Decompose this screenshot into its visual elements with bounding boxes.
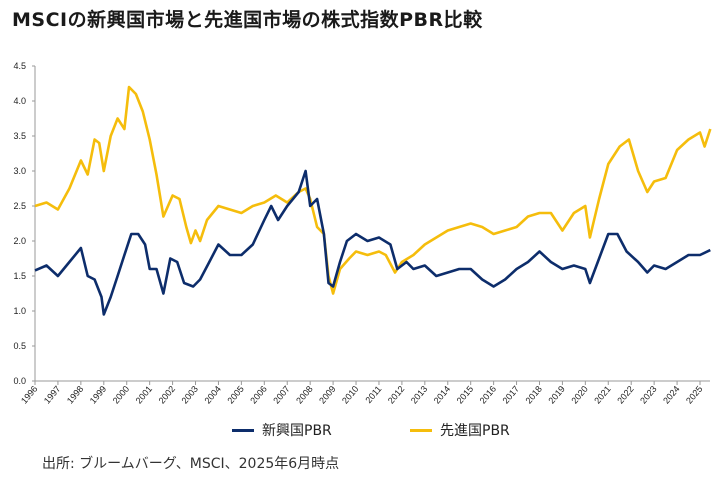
y-tick-label: 3.0 bbox=[13, 166, 26, 176]
x-tick-label: 2005 bbox=[225, 384, 246, 406]
x-tick-label: 2011 bbox=[363, 384, 383, 405]
x-tick-label: 2010 bbox=[340, 384, 361, 406]
x-tick-label: 2012 bbox=[386, 384, 407, 406]
legend-label-developed: 先進国PBR bbox=[440, 423, 510, 439]
x-tick-label: 2003 bbox=[180, 384, 201, 406]
x-tick-label: 2013 bbox=[409, 384, 430, 406]
x-tick-label: 2018 bbox=[523, 384, 544, 406]
x-tick-label: 2023 bbox=[638, 384, 659, 406]
legend-swatch-emerging bbox=[232, 428, 254, 432]
x-tick-label: 2015 bbox=[455, 384, 476, 406]
legend-label-emerging: 新興国PBR bbox=[262, 423, 332, 439]
x-tick-label: 2000 bbox=[111, 384, 132, 406]
y-tick-label: 4.0 bbox=[13, 96, 26, 106]
x-tick-label: 1999 bbox=[88, 384, 109, 406]
x-tick-label: 2008 bbox=[294, 384, 315, 406]
x-tick-label: 2022 bbox=[615, 384, 636, 406]
x-tick-label: 1997 bbox=[42, 384, 63, 406]
legend-item-emerging: 新興国PBR bbox=[232, 420, 332, 440]
x-tick-label: 2001 bbox=[134, 384, 155, 406]
y-tick-label: 0.0 bbox=[13, 376, 26, 386]
y-tick-label: 0.5 bbox=[13, 341, 26, 351]
x-tick-label: 2007 bbox=[271, 384, 292, 406]
y-tick-label: 1.0 bbox=[13, 306, 26, 316]
y-tick-label: 2.0 bbox=[13, 236, 26, 246]
series-line-developed bbox=[34, 85, 712, 295]
y-tick-label: 3.5 bbox=[13, 131, 26, 141]
legend-swatch-developed bbox=[410, 428, 432, 432]
x-tick-label: 2021 bbox=[592, 384, 613, 406]
legend-item-developed: 先進国PBR bbox=[410, 420, 510, 440]
x-tick-label: 2016 bbox=[478, 384, 499, 406]
x-tick-label: 2024 bbox=[661, 384, 682, 406]
chart-title: MSCIの新興国市場と先進国市場の株式指数PBR比較 bbox=[12, 9, 483, 31]
series-line-emerging bbox=[34, 169, 711, 316]
y-tick-label: 1.5 bbox=[13, 271, 26, 281]
x-tick-label: 2017 bbox=[501, 384, 522, 406]
y-tick-label: 4.5 bbox=[13, 61, 26, 71]
x-tick-label: 1998 bbox=[65, 384, 86, 406]
x-tick-label: 2002 bbox=[157, 384, 178, 406]
x-tick-label: 2004 bbox=[202, 384, 223, 406]
x-tick-label: 2019 bbox=[546, 384, 567, 406]
x-tick-label: 2009 bbox=[317, 384, 338, 406]
x-tick-label: 2025 bbox=[684, 384, 705, 406]
x-tick-label: 2020 bbox=[569, 384, 590, 406]
x-tick-label: 1996 bbox=[19, 384, 40, 406]
x-tick-label: 2014 bbox=[432, 384, 453, 406]
source-note: 出所: ブルームバーグ、MSCI、2025年6月時点 bbox=[42, 456, 340, 472]
x-tick-label: 2006 bbox=[248, 384, 269, 406]
y-tick-label: 2.5 bbox=[13, 201, 26, 211]
